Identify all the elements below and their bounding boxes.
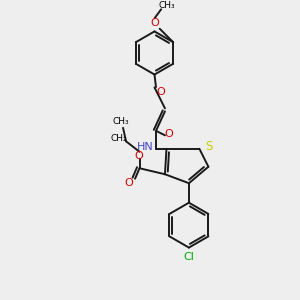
Text: CH₂: CH₂	[111, 134, 128, 143]
Text: O: O	[157, 87, 166, 97]
Text: CH₃: CH₃	[158, 1, 175, 10]
Text: S: S	[205, 140, 212, 153]
Text: O: O	[150, 18, 159, 28]
Text: HN: HN	[137, 142, 154, 152]
Text: O: O	[164, 129, 173, 139]
Text: Cl: Cl	[184, 252, 194, 262]
Text: O: O	[134, 151, 143, 161]
Text: O: O	[125, 178, 134, 188]
Text: CH₃: CH₃	[112, 117, 129, 126]
